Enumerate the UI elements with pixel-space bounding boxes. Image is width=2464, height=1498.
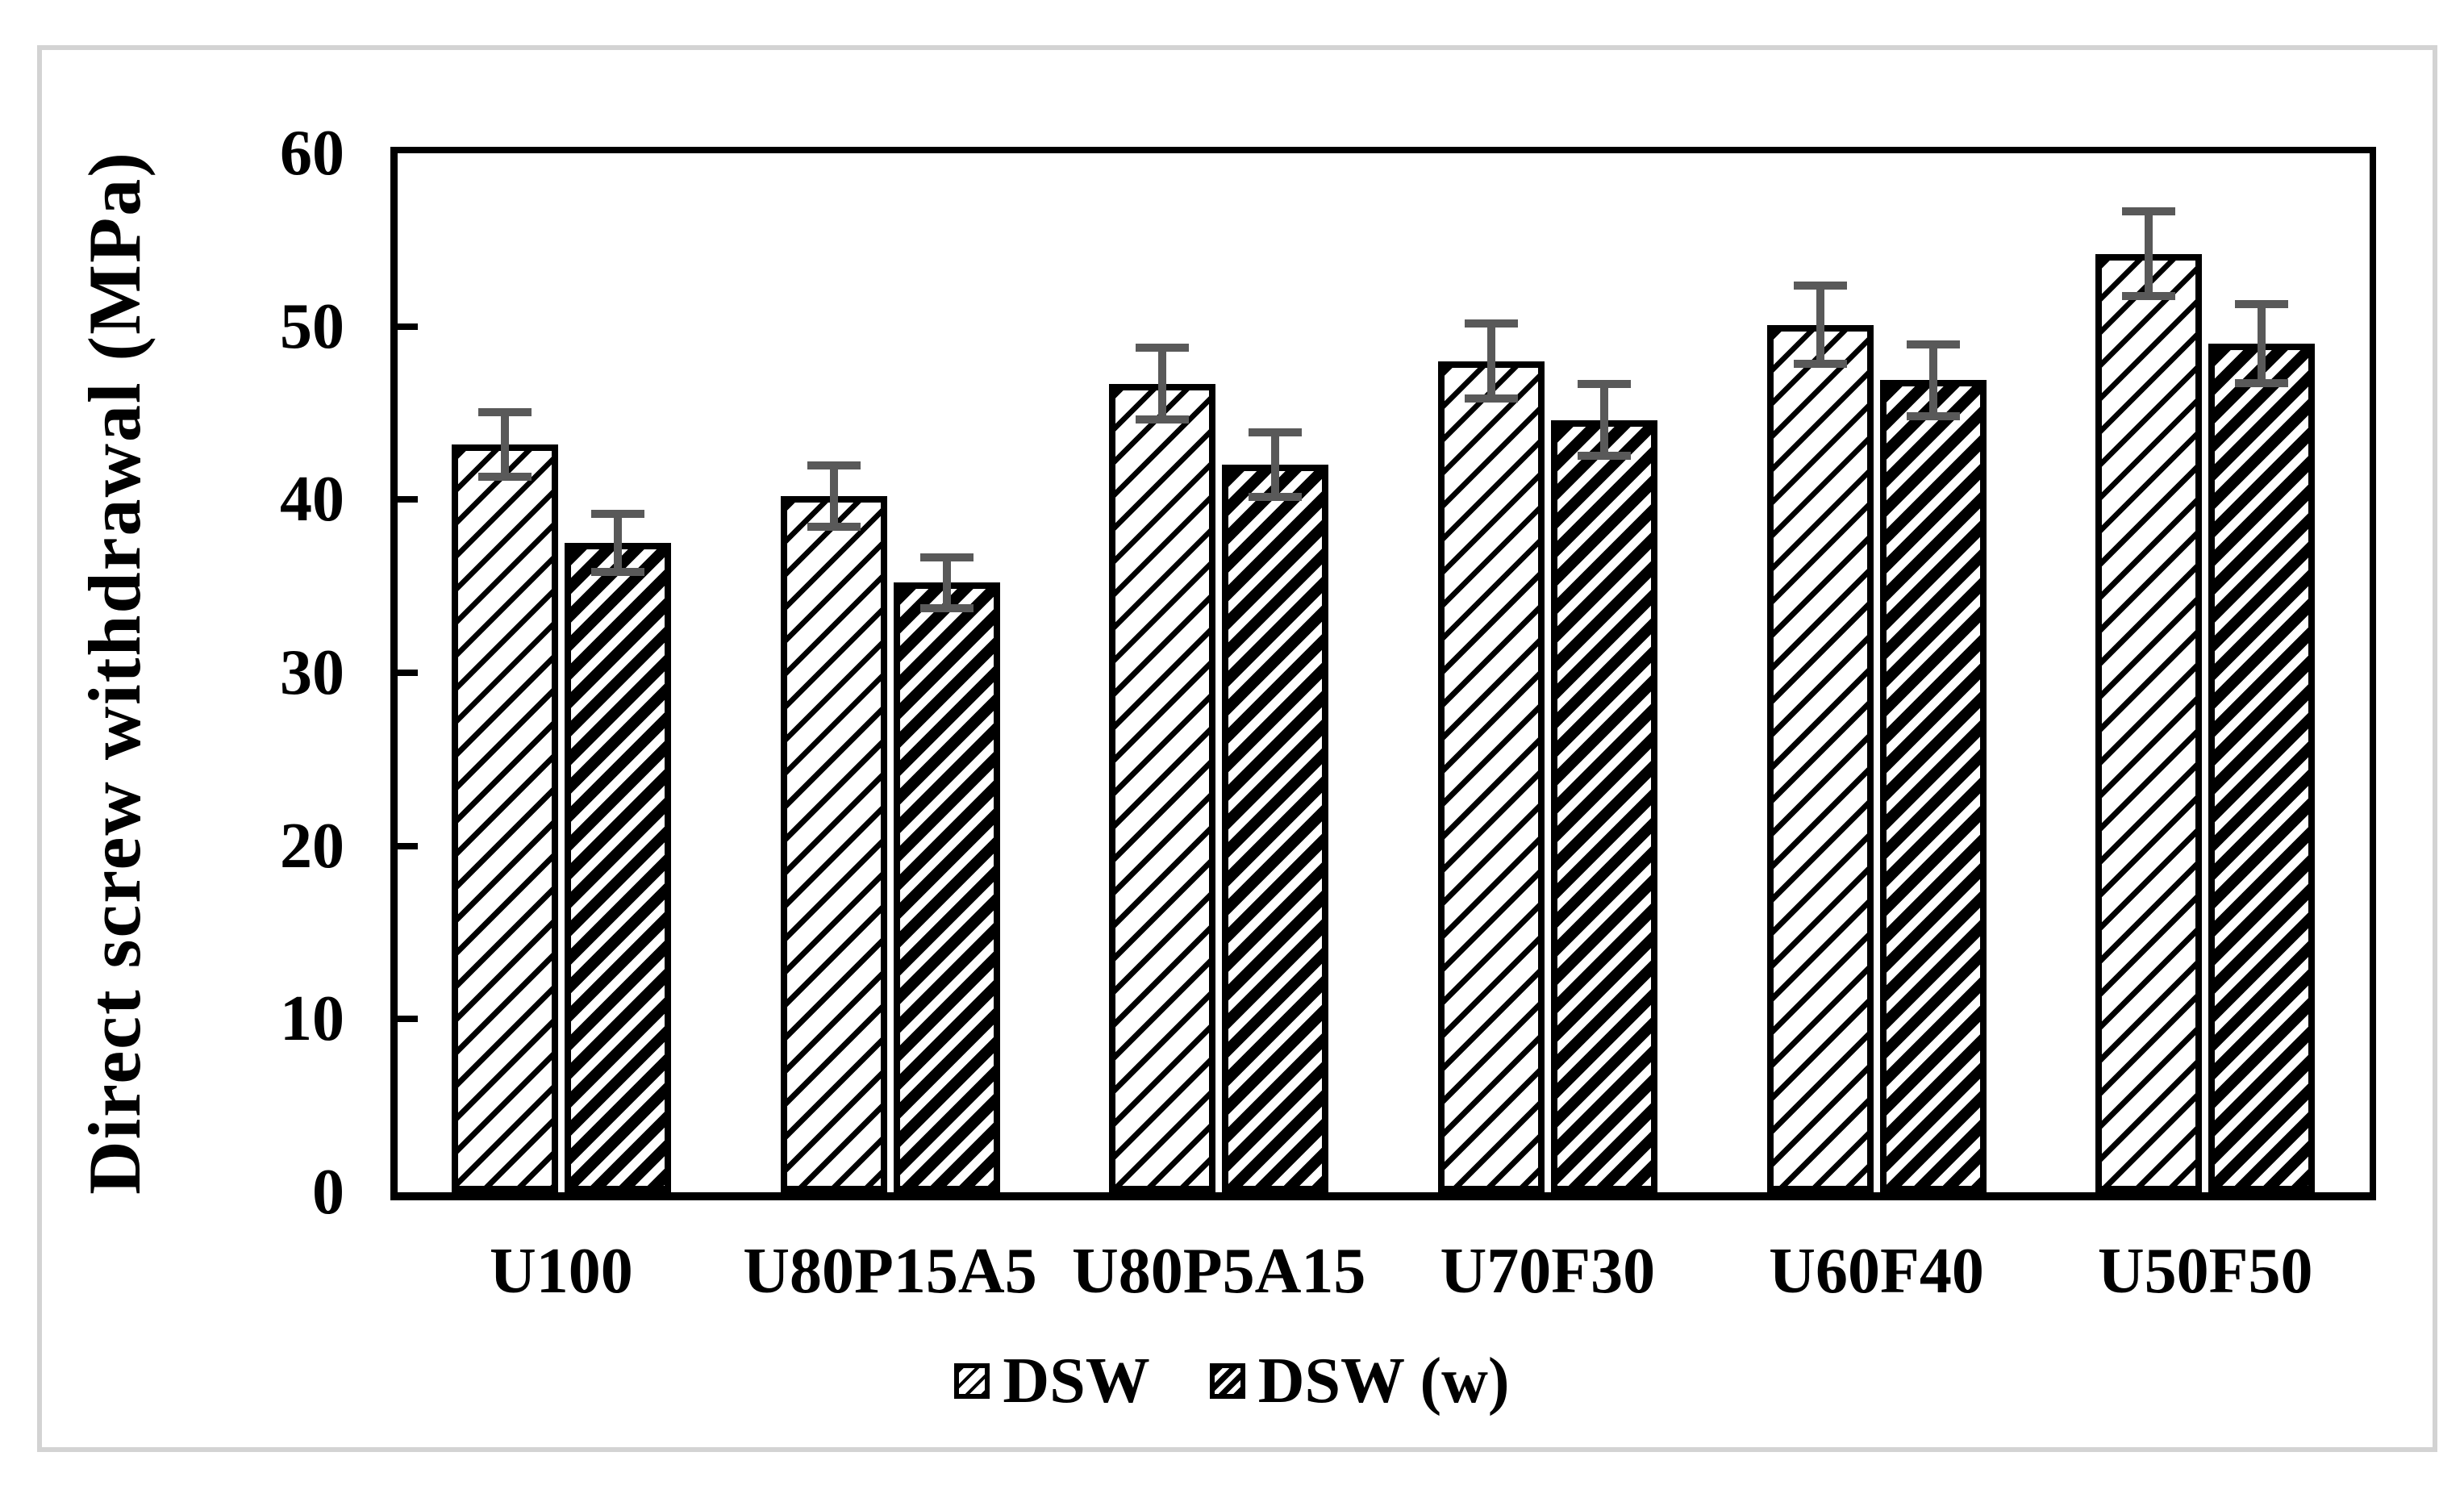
- error-bar: [1816, 281, 1824, 369]
- error-bar-cap: [1464, 319, 1518, 328]
- bar-dsw-u50f50: [2095, 254, 2203, 1192]
- error-bar-cap: [1249, 493, 1303, 502]
- error-bar-cap: [919, 603, 974, 612]
- error-bar-cap: [1577, 451, 1631, 460]
- figure-border: [37, 45, 2437, 1452]
- x-axis-label-u50f50: U50F50: [2097, 1236, 2313, 1307]
- error-bar: [1158, 344, 1167, 424]
- error-bar-cap: [1793, 360, 1847, 369]
- legend-label: DSW: [1003, 1346, 1150, 1417]
- x-axis-label-u70f30: U70F30: [1440, 1236, 1656, 1307]
- bar-dsw-u100: [451, 444, 558, 1192]
- legend-item: DSW: [954, 1346, 1150, 1417]
- error-bar: [829, 461, 838, 531]
- plot-area-border: [390, 147, 2376, 1200]
- error-bar-cap: [1906, 411, 1960, 420]
- error-bar-cap: [2122, 292, 2176, 301]
- y-tick-label: 10: [280, 983, 344, 1055]
- y-tick-label: 0: [312, 1157, 344, 1228]
- error-bar-cap: [807, 461, 861, 470]
- error-bar-cap: [2235, 300, 2289, 309]
- bar-dsw-w-u70f30: [1550, 420, 1657, 1192]
- y-tick-mark: [397, 670, 418, 676]
- error-bar-cap: [2122, 207, 2176, 215]
- bar-dsw-w-u80p5a15: [1222, 465, 1329, 1192]
- error-bar: [1928, 340, 1937, 420]
- y-tick-mark: [397, 496, 418, 503]
- y-axis-title: Direct screw withdrawal (MPa): [73, 151, 156, 1195]
- bar-dsw-w-u80p15a5: [893, 582, 1000, 1192]
- error-bar: [500, 407, 509, 481]
- x-axis-label-u100: U100: [489, 1236, 633, 1307]
- error-bar-cap: [1464, 394, 1518, 403]
- error-bar: [1271, 428, 1280, 502]
- error-bar-cap: [807, 522, 861, 531]
- y-tick-label: 30: [280, 637, 344, 708]
- error-bar-cap: [1906, 340, 1960, 348]
- error-bar-cap: [590, 510, 644, 519]
- y-tick-label: 60: [280, 118, 344, 189]
- error-bar-cap: [1793, 281, 1847, 290]
- y-tick-label: 20: [280, 810, 344, 882]
- bar-dsw-u80p15a5: [780, 496, 887, 1192]
- error-bar-cap: [590, 567, 644, 576]
- bar-dsw-w-u50f50: [2208, 344, 2316, 1192]
- error-bar-cap: [477, 472, 532, 481]
- error-bar-cap: [477, 407, 532, 416]
- bar-dsw-u60f40: [1766, 325, 1874, 1192]
- y-tick-mark: [397, 842, 418, 849]
- x-axis-label-u80p15a5: U80P15A5: [743, 1236, 1037, 1307]
- plot-area: [397, 153, 2370, 1192]
- y-tick-mark: [397, 1016, 418, 1023]
- error-bar-cap: [919, 553, 974, 561]
- x-axis-label-u60f40: U60F40: [1769, 1236, 1984, 1307]
- legend-label: DSW (w): [1257, 1346, 1510, 1417]
- bar-dsw-u80p5a15: [1109, 384, 1216, 1192]
- error-bar-cap: [1136, 344, 1190, 353]
- error-bar: [1486, 319, 1495, 403]
- legend-swatch-icon: [1209, 1363, 1245, 1399]
- error-bar-cap: [1136, 415, 1190, 424]
- error-bar: [1599, 380, 1608, 460]
- error-bar: [2258, 300, 2266, 387]
- bar-dsw-u70f30: [1437, 361, 1545, 1192]
- error-bar: [2145, 207, 2153, 301]
- error-bar-cap: [1577, 380, 1631, 389]
- legend-swatch-icon: [954, 1363, 990, 1399]
- legend-item: DSW (w): [1209, 1346, 1510, 1417]
- error-bar: [942, 553, 951, 612]
- x-axis-label-u80p5a15: U80P5A15: [1071, 1236, 1366, 1307]
- legend: DSW DSW (w): [0, 1349, 2464, 1413]
- y-tick-label: 50: [280, 290, 344, 362]
- error-bar: [613, 510, 622, 576]
- y-tick-label: 40: [280, 464, 344, 536]
- bar-dsw-w-u60f40: [1879, 380, 1987, 1192]
- bar-dsw-w-u100: [564, 543, 671, 1192]
- y-tick-mark: [397, 323, 418, 330]
- error-bar-cap: [2235, 378, 2289, 387]
- error-bar-cap: [1249, 428, 1303, 437]
